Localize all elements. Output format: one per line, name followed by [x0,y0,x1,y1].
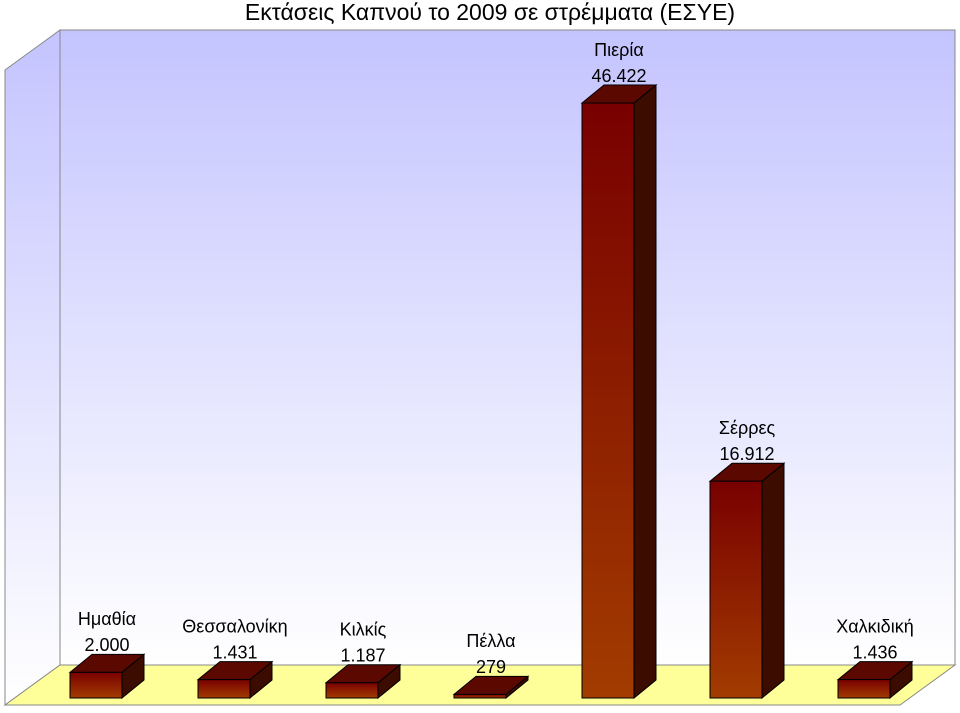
value-label: 1.431 [212,642,257,662]
plot-walls [3,29,957,706]
bar [197,679,251,699]
value-label: 1.436 [852,642,897,662]
category-label: Πέλλα [466,631,515,651]
bar [69,671,123,699]
value-label: 46.422 [591,66,646,86]
value-label: 2.000 [84,635,129,655]
category-label: Σέρρες [719,418,776,438]
category-label: Πιερία [594,40,644,60]
chart-title: Εκτάσεις Καπνού το 2009 σε στρέμματα (ΕΣ… [245,0,735,25]
value-label: 16.912 [719,444,774,464]
bar [581,102,635,699]
value-label: 1.187 [340,646,385,666]
bar [709,480,763,699]
bar [325,682,379,699]
bar-side [633,83,657,700]
category-label: Θεσσαλονίκη [182,616,287,636]
bar [453,693,507,699]
category-label: Ημαθία [78,609,136,629]
category-label: Κιλκίς [340,620,387,640]
bar-side [761,462,785,700]
category-label: Χαλκιδική [836,616,913,636]
value-label: 279 [476,657,506,677]
bar [837,679,891,699]
